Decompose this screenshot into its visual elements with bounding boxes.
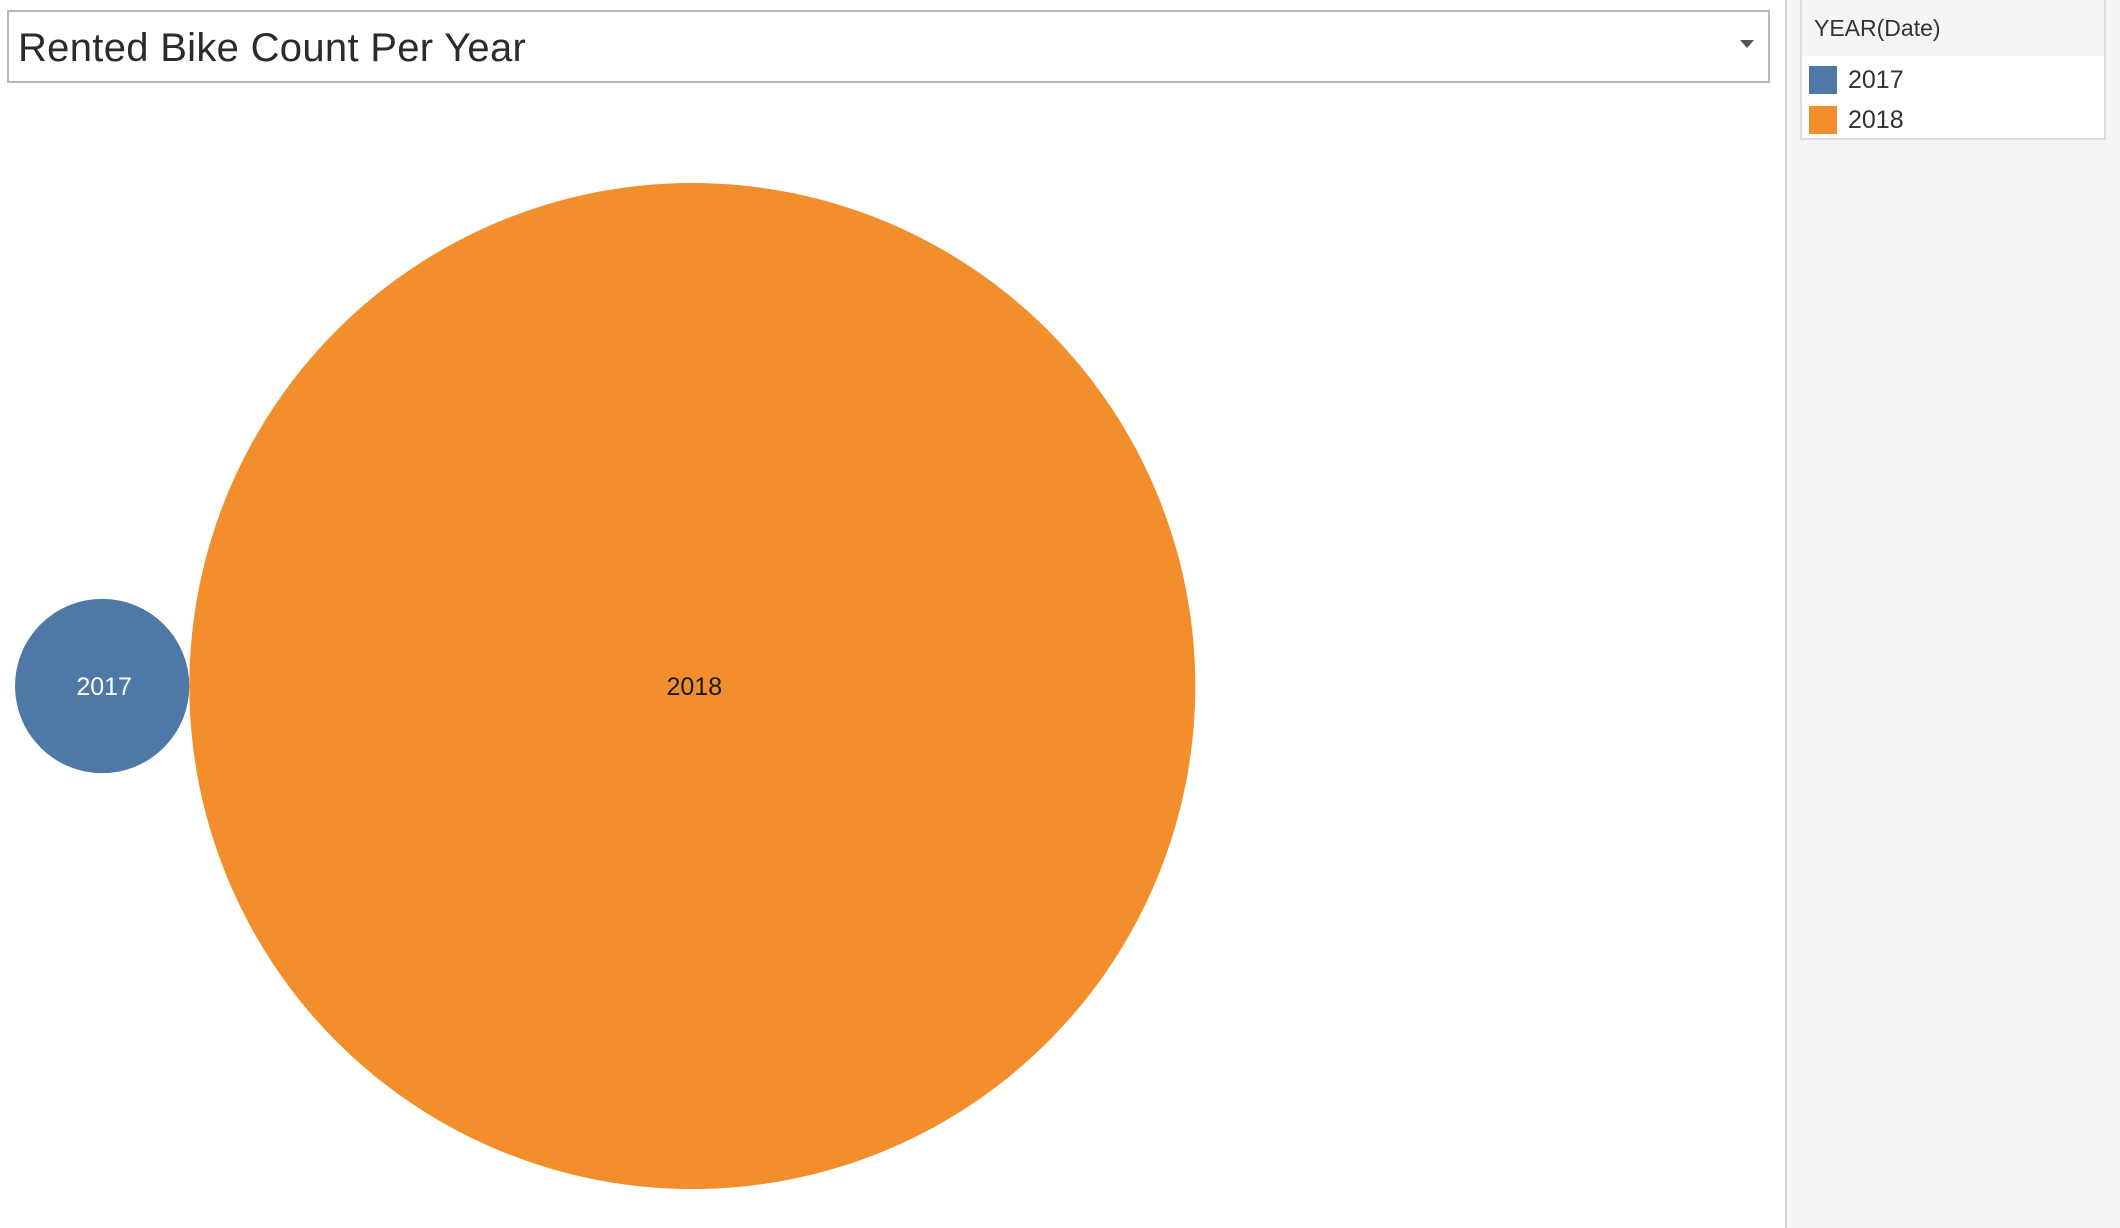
- bubble-2017[interactable]: [15, 598, 190, 774]
- legend-label-2018: 2018: [1848, 105, 1904, 134]
- chart-area: 2017 2018: [0, 95, 1785, 1228]
- legend-title: YEAR(Date): [1802, 0, 2104, 56]
- legend-item-2017[interactable]: 2017: [1802, 60, 2104, 100]
- bubble-chart: 2017 2018: [15, 183, 1196, 1189]
- side-panel: YEAR(Date) 2017 2018: [1785, 0, 2120, 1228]
- main-panel: Rented Bike Count Per Year 2017 2018: [0, 10, 1785, 1228]
- legend-swatch-2017: [1809, 66, 1837, 94]
- chevron-down-icon[interactable]: [1740, 40, 1754, 48]
- legend-item-2018[interactable]: 2018: [1802, 100, 2104, 140]
- legend-label-2017: 2017: [1848, 65, 1904, 94]
- legend: YEAR(Date) 2017 2018: [1800, 0, 2106, 140]
- legend-swatch-2018: [1809, 106, 1837, 134]
- chart-title: Rented Bike Count Per Year: [18, 26, 527, 70]
- bubble-2018[interactable]: [189, 183, 1196, 1189]
- title-bar[interactable]: Rented Bike Count Per Year: [7, 10, 1770, 83]
- bubble-label-2018: 2018: [667, 673, 723, 701]
- bubble-label-2017: 2017: [76, 673, 132, 701]
- legend-items: 2017 2018: [1802, 60, 2104, 140]
